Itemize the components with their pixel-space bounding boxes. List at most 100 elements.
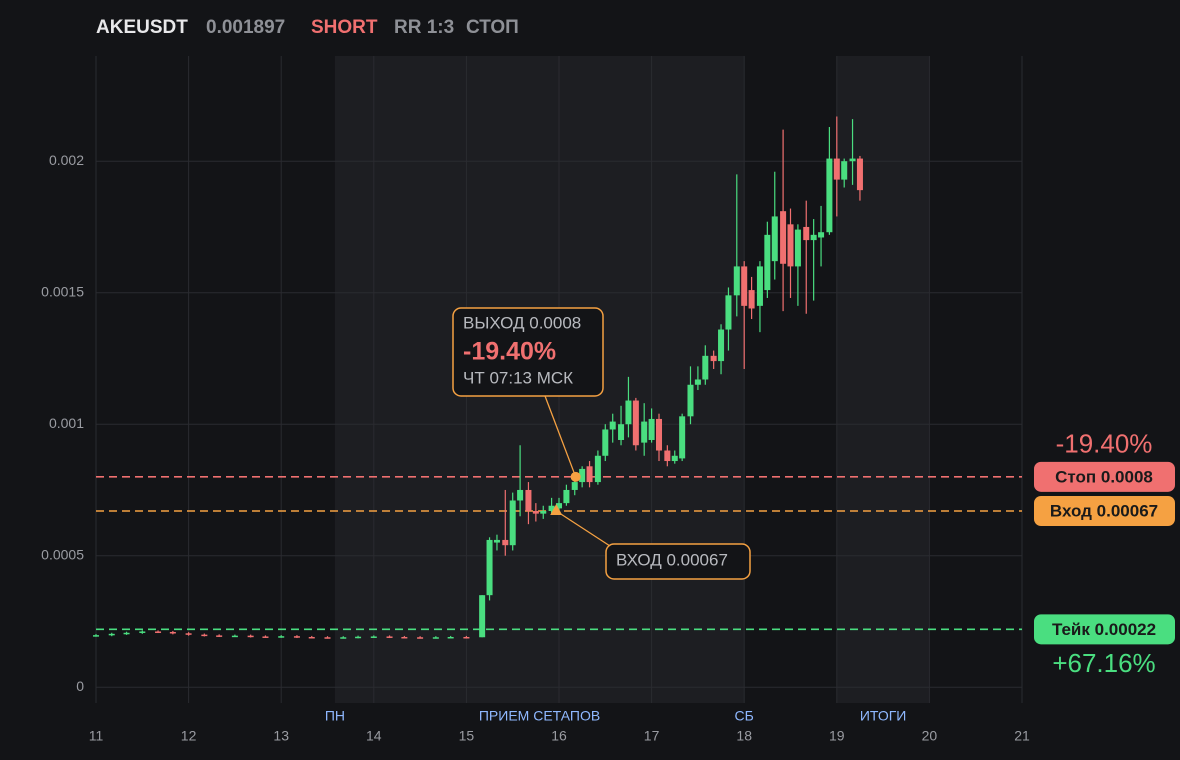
- candle-body: [548, 505, 555, 512]
- candle-body: [92, 635, 100, 637]
- candle-body: [579, 468, 586, 483]
- candle-body: [702, 355, 709, 380]
- risk-reward: RR 1:3: [394, 17, 454, 38]
- symbol: AKEUSDT: [96, 17, 188, 38]
- y-tick-label: 0.002: [49, 152, 84, 168]
- candle-body: [432, 637, 439, 639]
- candle-body: [123, 632, 130, 635]
- callout-time: ЧТ 07:13 МСК: [463, 368, 573, 387]
- candle-body: [502, 539, 509, 546]
- callout-box: [605, 543, 751, 580]
- candle-body: [231, 635, 238, 638]
- x-tick-label: 13: [273, 728, 289, 744]
- candle-body: [540, 511, 547, 514]
- level-label: Стоп 0.0008: [1055, 467, 1153, 486]
- callout-connector: [555, 510, 611, 547]
- candle-body: [509, 500, 516, 546]
- callout-title: ВХОД 0.00067: [616, 550, 728, 569]
- candle-body: [247, 635, 254, 638]
- session-zone: [836, 56, 930, 703]
- candle-body: [563, 489, 570, 504]
- candle-body: [687, 384, 694, 417]
- candle-body: [725, 295, 732, 330]
- x-tick-label: 17: [644, 728, 660, 744]
- candle-body: [833, 158, 840, 180]
- candle-body: [648, 418, 655, 440]
- candle-body: [463, 636, 470, 639]
- candle-body: [201, 634, 208, 637]
- exit-point: [570, 471, 581, 482]
- candle-body: [818, 232, 825, 238]
- candle-body: [185, 633, 192, 635]
- zone-label: ПРИЕМ СЕТАПОВ: [479, 708, 600, 724]
- callout-connector: [544, 395, 577, 478]
- level-label: Вход 0.00067: [1050, 501, 1158, 520]
- candle-body: [293, 636, 300, 638]
- candle-body: [748, 290, 755, 309]
- y-tick-label: 0.001: [49, 415, 84, 431]
- candle-body: [155, 631, 162, 633]
- candle-body: [856, 158, 863, 191]
- callout-change: -19.40%: [463, 338, 556, 366]
- plot: ПРИЕМ СЕТАПОВ ИТОГИ ПН СБ 11 12 13 14 15 16 17 18 19…: [41, 56, 1175, 744]
- candle-body: [849, 158, 856, 162]
- candle-body: [370, 636, 377, 638]
- candle-body: [525, 489, 532, 512]
- candle-body: [417, 637, 424, 639]
- level-change: -19.40%: [1056, 429, 1153, 459]
- candle-body: [679, 416, 686, 459]
- candle-body: [169, 631, 176, 634]
- candle-body: [324, 637, 331, 639]
- candle-body: [625, 400, 632, 425]
- candle-body: [841, 161, 848, 180]
- candle-body: [594, 455, 601, 483]
- y-tick-label: 0.0005: [41, 546, 84, 562]
- header: AKEUSDT 0.001897 SHORT RR 1:3 СТОП: [96, 17, 519, 38]
- x-tick-label: 18: [736, 728, 752, 744]
- candle-body: [794, 229, 801, 267]
- candle-body: [733, 266, 740, 296]
- candle-body: [216, 635, 223, 637]
- candle-body: [780, 211, 787, 264]
- day-marker-label: СБ: [735, 708, 754, 724]
- candle-body: [308, 636, 315, 639]
- candle-body: [641, 421, 648, 443]
- candle-body: [771, 216, 778, 262]
- candle-body: [278, 636, 285, 638]
- x-tick-label: 16: [551, 728, 567, 744]
- x-tick-label: 19: [829, 728, 845, 744]
- y-tick-label: 0.0015: [41, 283, 84, 299]
- candle-body: [571, 482, 578, 490]
- level-label: Тейк 0.00022: [1052, 620, 1156, 639]
- zone-label: ИТОГИ: [860, 708, 907, 724]
- candle-body: [602, 429, 609, 456]
- candle-body: [493, 539, 500, 543]
- candle-body: [664, 450, 671, 462]
- x-tick-label: 14: [366, 728, 382, 744]
- entry-point: [550, 504, 563, 516]
- candle-body: [694, 379, 701, 385]
- y-tick-label: 0: [76, 678, 84, 694]
- candle-body: [810, 234, 817, 241]
- candle-body: [355, 636, 362, 639]
- candle-body: [340, 637, 347, 639]
- candle-body: [139, 631, 146, 633]
- candle-body: [386, 636, 393, 638]
- status: СТОП: [466, 17, 519, 38]
- price: 0.001897: [206, 17, 285, 38]
- x-tick-label: 21: [1014, 728, 1030, 744]
- candle-body: [479, 595, 486, 638]
- callout-title: ВЫХОД 0.0008: [463, 313, 581, 332]
- candle-body: [826, 158, 833, 233]
- level-tag: [1034, 496, 1175, 527]
- level-tag: [1034, 461, 1175, 492]
- candle-body: [532, 511, 539, 514]
- day-marker-label: ПН: [325, 708, 345, 724]
- candle-body: [555, 503, 563, 509]
- candle-body: [618, 424, 625, 440]
- x-tick-label: 20: [922, 728, 938, 744]
- candle-body: [486, 539, 493, 596]
- candle-body: [787, 224, 794, 267]
- x-tick-label: 12: [181, 728, 197, 744]
